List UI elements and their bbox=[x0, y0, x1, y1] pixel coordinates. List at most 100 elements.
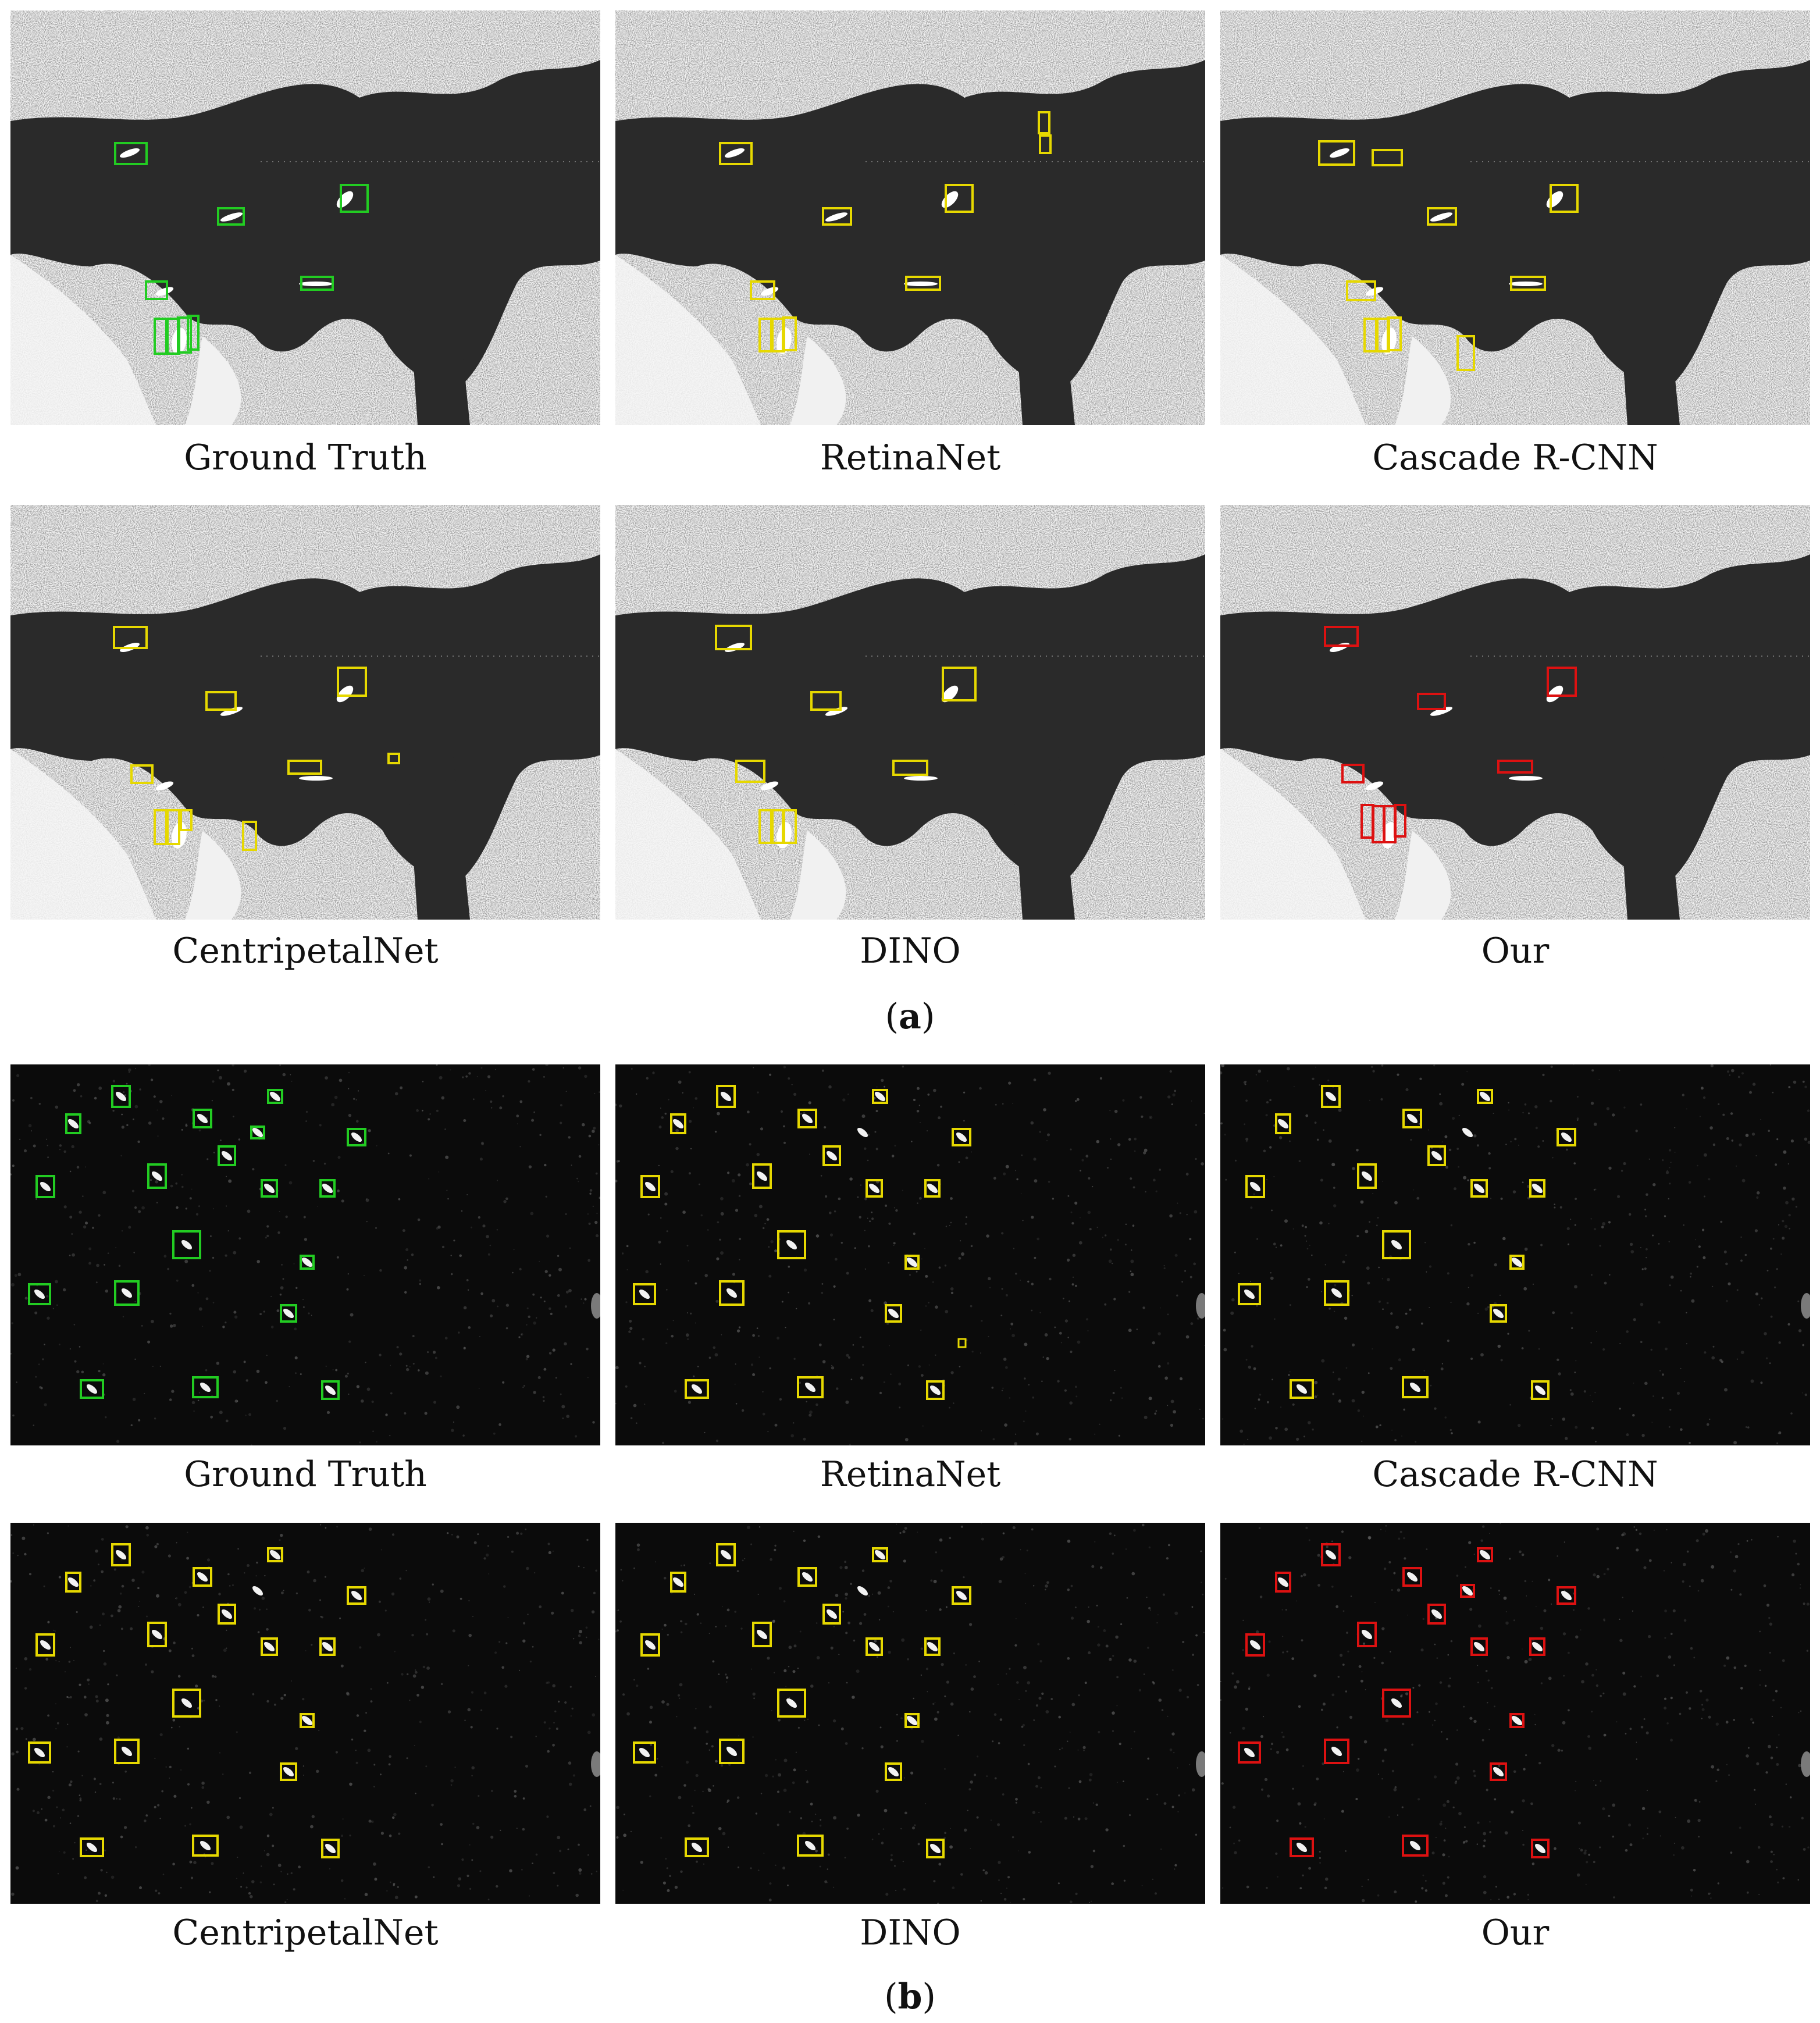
detection-box-1 bbox=[716, 1543, 736, 1566]
detection-box-4 bbox=[1477, 1089, 1493, 1104]
ship-18 bbox=[200, 1382, 211, 1392]
sar-harbour-panel-centripetalnet bbox=[10, 505, 600, 920]
pier-bright bbox=[790, 336, 846, 425]
southwest-land bbox=[1220, 255, 1366, 425]
detection-box-13 bbox=[300, 1255, 315, 1270]
ship-13 bbox=[906, 1257, 918, 1267]
detection-box-16 bbox=[885, 1304, 902, 1323]
ship-15 bbox=[121, 1746, 133, 1757]
edge-target bbox=[591, 1293, 600, 1319]
sar-harbour-panel-cascade-rcnn bbox=[1220, 10, 1810, 425]
detection-box-9 bbox=[1394, 804, 1406, 838]
ship-8 bbox=[40, 1181, 51, 1192]
detection-box-10 bbox=[261, 1637, 278, 1656]
ship-13 bbox=[301, 1257, 313, 1267]
ship-10 bbox=[1473, 1183, 1485, 1194]
detection-box-2 bbox=[217, 207, 245, 226]
detection-box-8 bbox=[165, 809, 180, 845]
ship-17 bbox=[86, 1842, 98, 1853]
detection-box-1 bbox=[1321, 1085, 1341, 1108]
pier-bright bbox=[790, 831, 846, 920]
ship-4 bbox=[1479, 1091, 1491, 1102]
detection-box-4 bbox=[267, 1547, 283, 1562]
detection-box-19 bbox=[321, 1839, 340, 1858]
sea-clutter bbox=[615, 1066, 1205, 1445]
detection-box-17 bbox=[1290, 1379, 1314, 1399]
ship-11 bbox=[1531, 1641, 1543, 1652]
ship-19 bbox=[325, 1843, 336, 1854]
ship-4 bbox=[1479, 1550, 1491, 1560]
detection-box-12 bbox=[1382, 1689, 1411, 1718]
detection-box-3 bbox=[1402, 1109, 1422, 1128]
detection-box-10 bbox=[261, 1179, 278, 1198]
detection-box-11 bbox=[924, 1179, 941, 1198]
ship-19 bbox=[1534, 1385, 1546, 1395]
ship-18 bbox=[200, 1840, 211, 1851]
detection-box-1 bbox=[111, 1543, 131, 1566]
detection-box-15 bbox=[719, 1280, 745, 1306]
detection-box-2 bbox=[822, 207, 852, 226]
detection-box-3 bbox=[797, 1567, 817, 1587]
ship-14 bbox=[1244, 1289, 1255, 1299]
ship-6 bbox=[221, 1151, 233, 1161]
detection-box-9 bbox=[147, 1163, 167, 1189]
ship-8 bbox=[1249, 1181, 1261, 1192]
detection-box-14 bbox=[28, 1283, 51, 1305]
ship-12 bbox=[1391, 1698, 1402, 1708]
detection-box-3 bbox=[193, 1109, 212, 1128]
detection-box-2 bbox=[670, 1572, 686, 1593]
panel-label-retinanet-a: RetinaNet bbox=[820, 437, 1001, 478]
detection-box-4 bbox=[267, 1089, 283, 1104]
ship-11 bbox=[322, 1641, 333, 1652]
ship-2 bbox=[1277, 1577, 1289, 1587]
ship-5 bbox=[252, 1127, 263, 1138]
detection-box-9 bbox=[752, 1622, 772, 1647]
ship-14 bbox=[34, 1289, 45, 1299]
detection-box-11 bbox=[1529, 1637, 1545, 1656]
ship-3 bbox=[1546, 685, 1563, 703]
pier-bright bbox=[185, 336, 241, 425]
ship-18 bbox=[1409, 1382, 1421, 1392]
ship-10 bbox=[868, 1183, 880, 1194]
ship-7 bbox=[956, 1590, 967, 1601]
water-channel bbox=[1616, 255, 1680, 425]
detection-box-8 bbox=[782, 809, 797, 844]
ship-16 bbox=[1493, 1308, 1504, 1319]
panel-label-cascade-rcnn-a: Cascade R-CNN bbox=[1372, 437, 1658, 478]
ship-4 bbox=[760, 781, 779, 790]
detection-box-16 bbox=[280, 1304, 297, 1323]
detection-box-4 bbox=[130, 764, 154, 784]
detection-box-4 bbox=[872, 1089, 888, 1104]
ship-15 bbox=[726, 1288, 738, 1298]
ship-3 bbox=[1406, 1572, 1418, 1582]
detection-box-5 bbox=[1497, 760, 1533, 774]
detection-box-7 bbox=[1557, 1128, 1576, 1146]
detection-box-3 bbox=[340, 184, 369, 213]
ship-16 bbox=[283, 1308, 294, 1319]
detection-box-7 bbox=[1557, 1586, 1576, 1605]
ship-12 bbox=[786, 1240, 797, 1250]
detection-box-6 bbox=[822, 1145, 841, 1166]
detection-box-9 bbox=[1357, 1622, 1377, 1647]
ship-7 bbox=[956, 1132, 967, 1142]
detection-box-18 bbox=[797, 1376, 824, 1398]
ship-3 bbox=[802, 1572, 813, 1582]
water-channel bbox=[1011, 255, 1075, 425]
ship-12 bbox=[1391, 1240, 1402, 1250]
detection-box-19 bbox=[321, 1380, 340, 1400]
ship-18 bbox=[804, 1840, 816, 1851]
detection-box-8 bbox=[640, 1175, 660, 1198]
ship-3 bbox=[802, 1113, 813, 1124]
ship-8 bbox=[1249, 1640, 1261, 1650]
panel-label-retinanet-b: RetinaNet bbox=[820, 1454, 1001, 1495]
southwest-land bbox=[10, 749, 156, 920]
detection-box-10 bbox=[1470, 1637, 1488, 1656]
panel-label-cascade-rcnn-b: Cascade R-CNN bbox=[1372, 1454, 1658, 1495]
ship-2 bbox=[1277, 1119, 1289, 1129]
panel-label-ground-truth-b: Ground Truth bbox=[184, 1454, 427, 1495]
detection-box-10 bbox=[866, 1179, 883, 1198]
panel-label-dino-b: DINO bbox=[860, 1912, 961, 1953]
ship-19 bbox=[325, 1385, 336, 1395]
ship-10 bbox=[868, 1641, 880, 1652]
detection-box-15 bbox=[1324, 1739, 1349, 1764]
